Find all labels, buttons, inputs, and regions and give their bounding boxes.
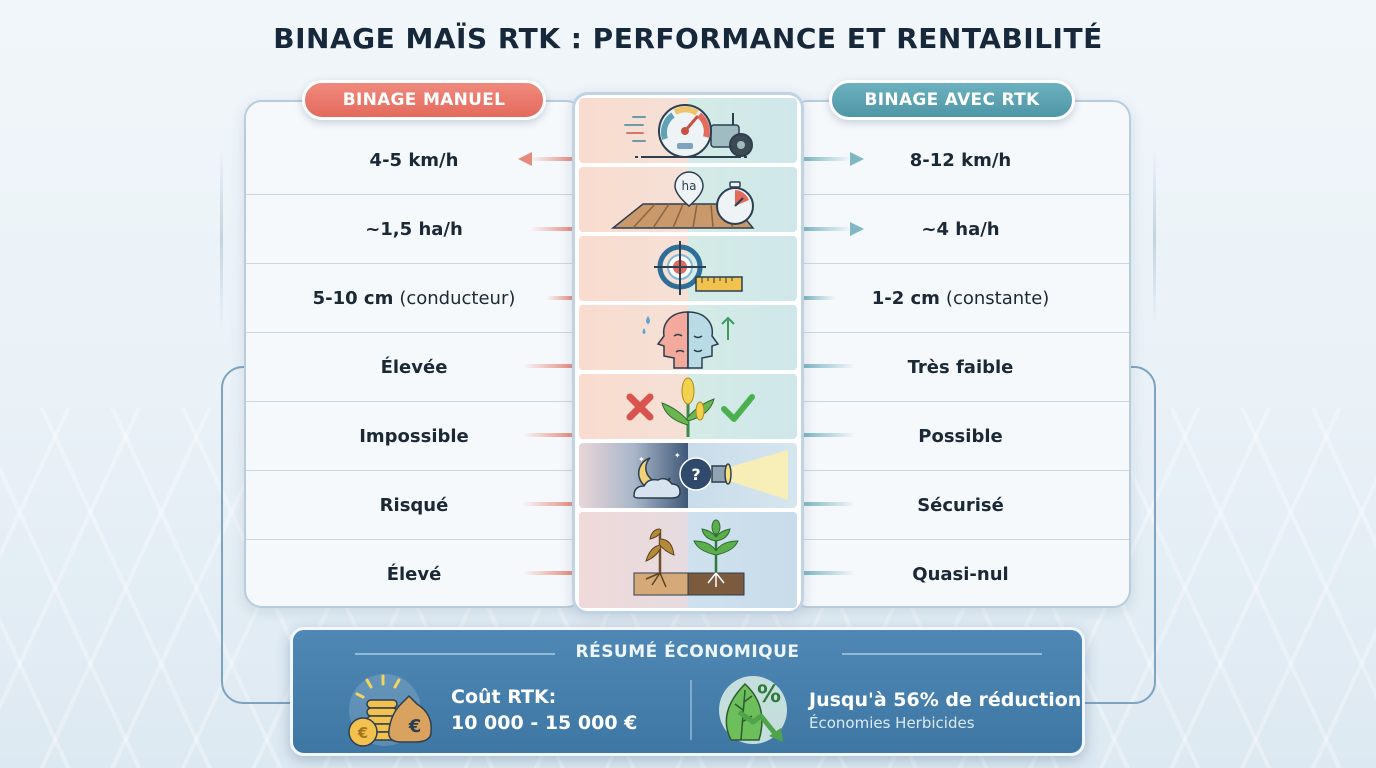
arrow-left-icon: [518, 152, 532, 166]
manual-column-panel: 4-5 km/h ~1,5 ha/h 5-10 cm (conducteur) É…: [244, 100, 584, 608]
manual-row-throughput: ~1,5 ha/h: [246, 195, 582, 264]
rtk-cost-block: € € Coût RTK: 10 000 - 15 000 €: [345, 670, 637, 750]
night-flashlight-icon: ✦ ✦ ?: [579, 443, 797, 508]
manual-row-speed: 4-5 km/h: [246, 126, 582, 195]
value: Quasi-nul: [912, 564, 1009, 585]
rtk-column-panel: 8-12 km/h ~4 ha/h 1-2 cm (constante) Très…: [790, 100, 1131, 608]
corn-cross-check-icon: [579, 374, 797, 439]
coins-moneybag-icon: € €: [348, 674, 432, 747]
value: Sécurisé: [917, 494, 1004, 516]
value: 5-10 cm: [312, 287, 394, 309]
connector-right-1: [804, 227, 852, 231]
connector-right-2: [804, 296, 836, 300]
connector-right-5: [804, 502, 856, 506]
value: Risqué: [379, 494, 449, 516]
value: 8-12 km/h: [909, 149, 1012, 171]
connector-right-3: [804, 364, 856, 368]
arrow-right-icon: [850, 222, 864, 236]
svg-text:ha: ha: [682, 179, 697, 193]
svg-text:✦: ✦: [674, 451, 681, 460]
savings-subtitle: Économies Herbicides: [809, 714, 975, 732]
rtk-row-throughput: ~4 ha/h: [792, 195, 1129, 264]
svg-text:€: €: [408, 716, 422, 737]
manual-row-precision: 5-10 cm (conducteur): [246, 264, 582, 333]
value: Élevée: [380, 356, 448, 378]
manual-column-header: BINAGE MANUEL: [302, 80, 546, 120]
manual-row-close-weeding: Impossible: [246, 402, 582, 471]
wilted-healthy-plant-icon: [579, 512, 797, 608]
value: 1-2 cm: [871, 287, 940, 309]
summary-divider: [690, 680, 692, 740]
rtk-row-close-weeding: Possible: [792, 402, 1129, 471]
svg-text:✦: ✦: [638, 455, 645, 464]
value: Très faible: [907, 356, 1014, 378]
connector-left-1: [530, 227, 574, 231]
svg-text:?: ?: [691, 465, 700, 484]
savings-headline: Jusqu'à 56% de réduction: [809, 689, 1082, 711]
summary-title: RÉSUMÉ ÉCONOMIQUE: [293, 642, 1082, 662]
speedometer-tractor-icon: [579, 98, 797, 163]
value: Impossible: [359, 425, 469, 447]
svg-text:€: €: [357, 724, 368, 742]
value: ~1,5 ha/h: [365, 218, 463, 240]
connector-left-3: [522, 364, 574, 368]
connector-right-0: [804, 157, 852, 161]
manual-row-fatigue: Élevée: [246, 333, 582, 402]
rtk-row-precision: 1-2 cm (constante): [792, 264, 1129, 333]
economic-summary: RÉSUMÉ ÉCONOMIQUE € € Coût RTK: 10 000 -…: [290, 627, 1085, 756]
rtk-row-crop-damage: Quasi-nul: [792, 540, 1129, 609]
rtk-row-fatigue: Très faible: [792, 333, 1129, 402]
value: ~4 ha/h: [921, 218, 1000, 240]
connector-left-2: [546, 296, 574, 300]
value: Élevé: [386, 564, 442, 585]
connector-right-4: [804, 433, 856, 437]
decorative-line-left: [220, 148, 223, 328]
connector-right-6: [804, 571, 856, 575]
hectare-stopwatch-icon: ha: [579, 167, 797, 232]
rtk-row-speed: 8-12 km/h: [792, 126, 1129, 195]
rtk-cost-value: 10 000 - 15 000 €: [451, 712, 638, 734]
manual-row-crop-damage: Élevé: [246, 540, 582, 609]
manual-row-night-work: Risqué: [246, 471, 582, 540]
herbicide-savings-block: % Jusqu'à 56% de réduction Économies Her…: [711, 670, 1081, 750]
page-title: BINAGE MAÏS RTK : PERFORMANCE ET RENTABI…: [273, 22, 1103, 55]
leaf-percent-down-icon: %: [719, 676, 787, 744]
svg-text:%: %: [757, 680, 781, 708]
rtk-cost-label: Coût RTK:: [451, 686, 557, 708]
value: 4-5 km/h: [369, 149, 459, 171]
fatigue-faces-icon: [579, 305, 797, 370]
connector-left-6: [522, 571, 574, 575]
rtk-column-header: BINAGE AVEC RTK: [829, 80, 1075, 120]
value: Possible: [918, 425, 1003, 447]
arrow-right-icon: [850, 152, 864, 166]
icon-column: ha: [572, 92, 804, 614]
target-ruler-icon: [579, 236, 797, 301]
connector-left-5: [522, 502, 574, 506]
value-note: (conducteur): [399, 287, 516, 309]
connector-left-4: [522, 433, 574, 437]
value-note: (constante): [945, 287, 1050, 309]
connector-left-0: [530, 157, 574, 161]
rtk-row-night-work: Sécurisé: [792, 471, 1129, 540]
decorative-line-right: [1153, 150, 1156, 325]
